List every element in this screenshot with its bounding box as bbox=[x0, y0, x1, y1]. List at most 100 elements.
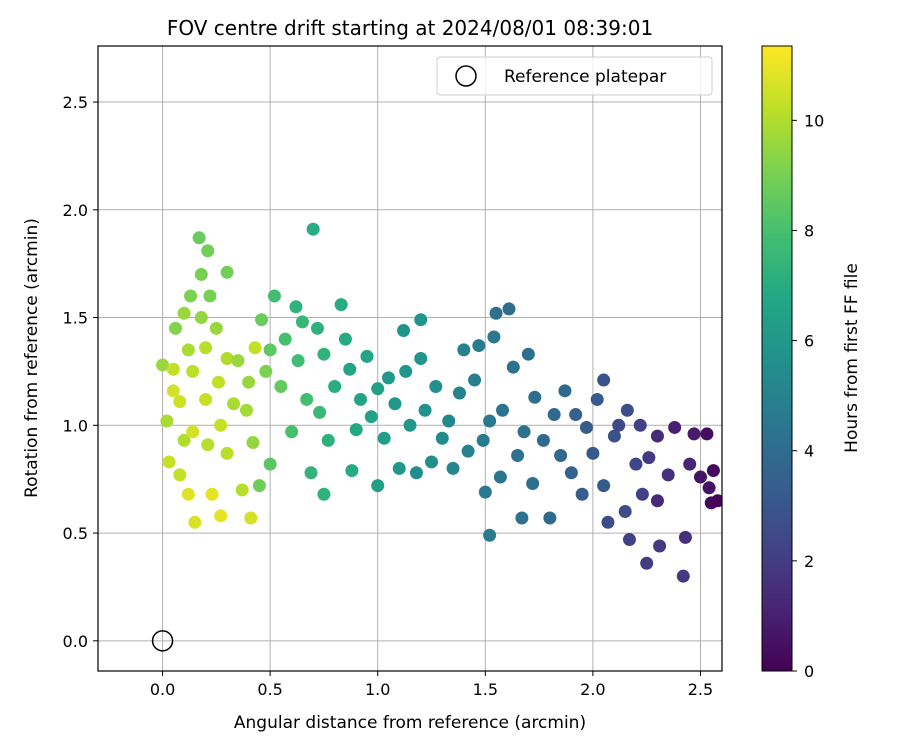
scatter-point bbox=[678, 530, 692, 544]
scatter-point bbox=[186, 425, 200, 439]
scatter-point bbox=[201, 438, 215, 452]
legend: Reference platepar bbox=[436, 56, 713, 96]
scatter-point bbox=[317, 487, 331, 501]
x-axis-ticks: 0.0 0.5 1.0 1.5 2.0 2.5 bbox=[150, 671, 713, 699]
scatter-point bbox=[586, 446, 600, 460]
colorbar-tick-label: 2 bbox=[804, 552, 814, 571]
scatter-point bbox=[399, 364, 413, 378]
scatter-point bbox=[300, 392, 314, 406]
scatter-point bbox=[425, 455, 439, 469]
scatter-point bbox=[478, 485, 492, 499]
scatter-point bbox=[506, 360, 520, 374]
colorbar-tick-label: 8 bbox=[804, 221, 814, 240]
scatter-point bbox=[452, 386, 466, 400]
scatter-point bbox=[220, 265, 234, 279]
scatter-point bbox=[601, 515, 615, 529]
scatter-point bbox=[476, 433, 490, 447]
scatter-point bbox=[289, 300, 303, 314]
scatter-point bbox=[435, 431, 449, 445]
scatter-point bbox=[511, 448, 525, 462]
scatter-point bbox=[239, 403, 253, 417]
scatter-point bbox=[706, 464, 720, 478]
scatter-point bbox=[414, 352, 428, 365]
scatter-point bbox=[661, 468, 675, 482]
x-axis-label: Angular distance from reference (arcmin) bbox=[234, 713, 586, 733]
scatter-point bbox=[597, 373, 611, 387]
y-tick-label: 1.0 bbox=[63, 416, 88, 435]
scatter-point bbox=[166, 384, 180, 398]
scatter-point bbox=[317, 347, 331, 361]
scatter-point bbox=[528, 390, 542, 404]
scatter-point bbox=[483, 414, 497, 428]
scatter-point bbox=[590, 392, 604, 406]
scatter-point bbox=[246, 436, 260, 450]
scatter-point bbox=[259, 364, 273, 378]
scatter-point bbox=[242, 375, 256, 389]
colorbar-tick-label: 10 bbox=[804, 111, 824, 130]
scatter-point bbox=[181, 487, 195, 501]
scatter-point bbox=[214, 418, 228, 432]
scatter-point bbox=[248, 341, 262, 355]
scatter-point bbox=[575, 487, 589, 501]
scatter-point bbox=[612, 418, 626, 432]
scatter-point bbox=[267, 289, 281, 303]
scatter-point bbox=[227, 397, 241, 411]
scatter-point bbox=[291, 354, 305, 368]
y-tick-label: 2.0 bbox=[63, 201, 88, 220]
scatter-point bbox=[403, 418, 417, 432]
scatter-point bbox=[536, 433, 550, 447]
data-points bbox=[156, 222, 722, 583]
scatter-point bbox=[160, 414, 174, 428]
colorbar-tick-label: 6 bbox=[804, 332, 814, 351]
scatter-point bbox=[371, 382, 385, 396]
scatter-point bbox=[199, 341, 213, 355]
scatter-point bbox=[263, 457, 277, 471]
scatter-point bbox=[569, 408, 583, 422]
y-tick-label: 1.5 bbox=[63, 309, 88, 328]
scatter-point bbox=[360, 349, 374, 363]
scatter-point bbox=[635, 487, 649, 501]
scatter-point bbox=[328, 380, 342, 394]
legend-box bbox=[436, 56, 713, 96]
scatter-point bbox=[483, 528, 497, 542]
scatter-point bbox=[468, 373, 482, 387]
scatter-point bbox=[579, 420, 593, 434]
scatter-point bbox=[349, 423, 363, 437]
scatter-point bbox=[414, 313, 428, 327]
scatter-point bbox=[310, 321, 324, 335]
scatter-point bbox=[205, 487, 219, 501]
scatter-point bbox=[418, 403, 432, 417]
plot-area-frame bbox=[97, 45, 723, 672]
reference-platepar-marker bbox=[151, 630, 174, 652]
scatter-point bbox=[397, 323, 411, 337]
scatter-point bbox=[547, 408, 561, 422]
scatter-point bbox=[156, 358, 170, 372]
y-axis-ticks: 0.0 0.5 1.0 1.5 2.0 2.5 bbox=[63, 93, 98, 651]
scatter-point bbox=[446, 461, 460, 475]
scatter-point bbox=[231, 354, 245, 368]
scatter-point bbox=[306, 222, 320, 236]
scatter-point bbox=[700, 427, 714, 441]
colorbar-ticks: 0 2 4 6 8 10 bbox=[792, 111, 824, 681]
scatter-point bbox=[166, 362, 180, 376]
scatter-point bbox=[244, 511, 258, 525]
scatter-point bbox=[252, 479, 266, 493]
scatter-point bbox=[192, 231, 206, 245]
scatter-point bbox=[377, 431, 391, 445]
scatter-point bbox=[683, 457, 697, 471]
x-tick-label: 1.5 bbox=[473, 680, 498, 699]
scatter-point bbox=[521, 347, 535, 361]
scatter-point bbox=[181, 343, 195, 357]
scatter-point bbox=[487, 330, 501, 344]
scatter-point bbox=[199, 392, 213, 406]
scatter-point bbox=[702, 481, 716, 495]
scatter-point bbox=[472, 339, 486, 353]
scatter-point bbox=[526, 477, 540, 490]
scatter-point bbox=[188, 515, 202, 529]
scatter-point bbox=[622, 533, 636, 547]
y-axis-label: Rotation from reference (arcmin) bbox=[22, 218, 42, 498]
x-tick-label: 2.0 bbox=[580, 680, 605, 699]
scatter-point bbox=[650, 494, 664, 508]
scatter-point bbox=[687, 427, 701, 441]
